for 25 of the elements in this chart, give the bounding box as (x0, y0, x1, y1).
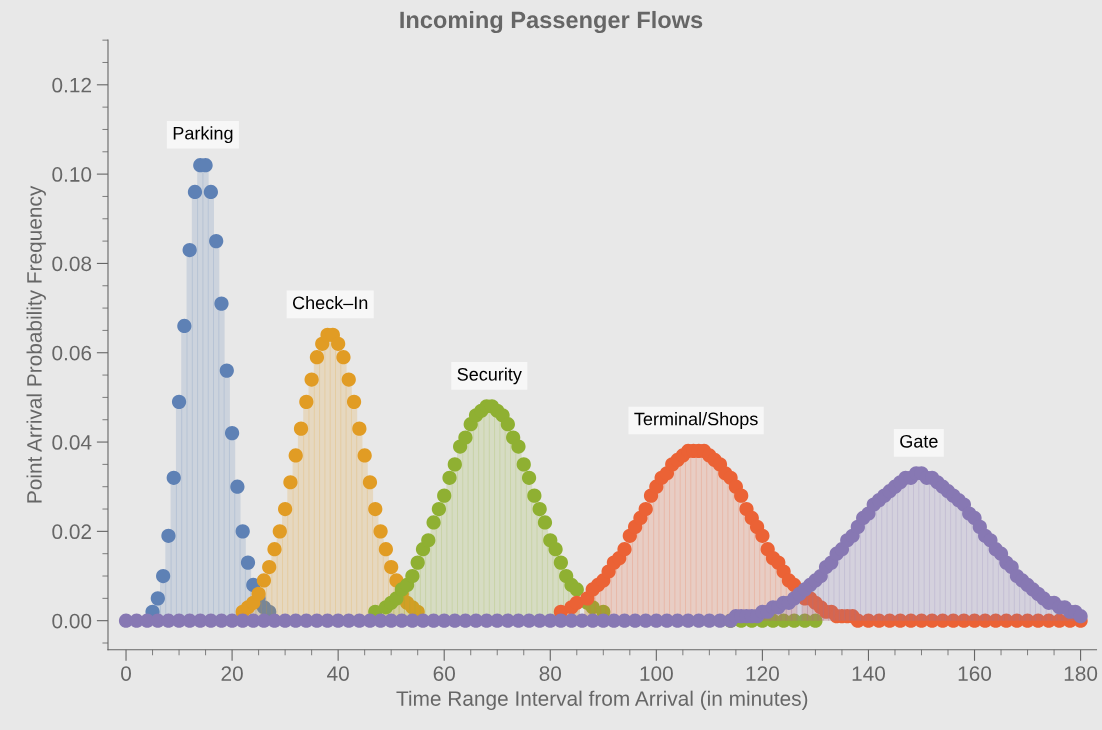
x-tick-label: 100 (640, 666, 673, 681)
y-tick-label: 0.04 (52, 435, 92, 450)
series-label: Parking (173, 126, 233, 144)
series-label: Terminal/Shops (634, 412, 758, 429)
x-tick-label: 80 (539, 666, 562, 681)
series-label: Gate (900, 434, 938, 448)
x-tick-label: 20 (221, 666, 243, 681)
y-tick-label: 0.06 (52, 345, 92, 361)
x-tick-label: 120 (746, 666, 779, 681)
y-axis-title: Point Arrival Probability Frequency (26, 185, 46, 503)
series-label: Check–In (292, 295, 368, 310)
x-tick-label: 40 (327, 666, 349, 681)
x-axis-title: Time Range Interval from Arrival (in minutes) (396, 690, 808, 711)
x-tick-label: 160 (958, 666, 992, 681)
y-tick-label: 0.10 (52, 167, 92, 182)
x-tick-label: 60 (433, 666, 455, 681)
y-tick-label: 0.00 (52, 613, 92, 629)
y-tick-label: 0.02 (52, 524, 91, 540)
x-tick-label: 0 (121, 666, 132, 681)
series-label: Security (457, 367, 522, 385)
chart-title: Incoming Passenger Flows (400, 10, 703, 34)
y-tick-label: 0.12 (52, 77, 91, 93)
x-tick-label: 180 (1064, 666, 1098, 681)
y-tick-label: 0.08 (52, 256, 92, 272)
x-tick-label: 140 (852, 666, 886, 681)
